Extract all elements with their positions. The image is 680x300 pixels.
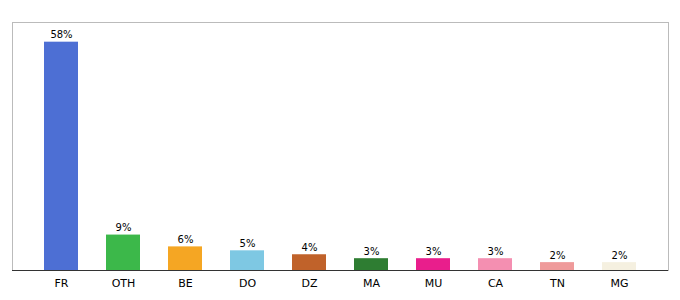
svg-text:TN: TN — [549, 277, 565, 290]
svg-text:DZ: DZ — [301, 277, 317, 290]
svg-text:MG: MG — [610, 277, 628, 290]
svg-text:OTH: OTH — [112, 277, 136, 290]
svg-text:FR: FR — [55, 277, 69, 290]
svg-text:3%: 3% — [426, 246, 442, 257]
svg-text:58%: 58% — [50, 29, 72, 40]
svg-text:DO: DO — [239, 277, 256, 290]
svg-text:3%: 3% — [488, 246, 504, 257]
svg-text:3%: 3% — [364, 246, 380, 257]
svg-text:2%: 2% — [550, 250, 566, 261]
svg-text:CA: CA — [488, 277, 504, 290]
svg-text:9%: 9% — [116, 222, 132, 233]
svg-text:4%: 4% — [302, 242, 318, 253]
svg-text:MA: MA — [363, 277, 380, 290]
svg-text:2%: 2% — [612, 250, 628, 261]
svg-text:BE: BE — [178, 277, 193, 290]
svg-text:5%: 5% — [240, 238, 256, 249]
svg-text:MU: MU — [425, 277, 443, 290]
svg-text:6%: 6% — [178, 234, 194, 245]
